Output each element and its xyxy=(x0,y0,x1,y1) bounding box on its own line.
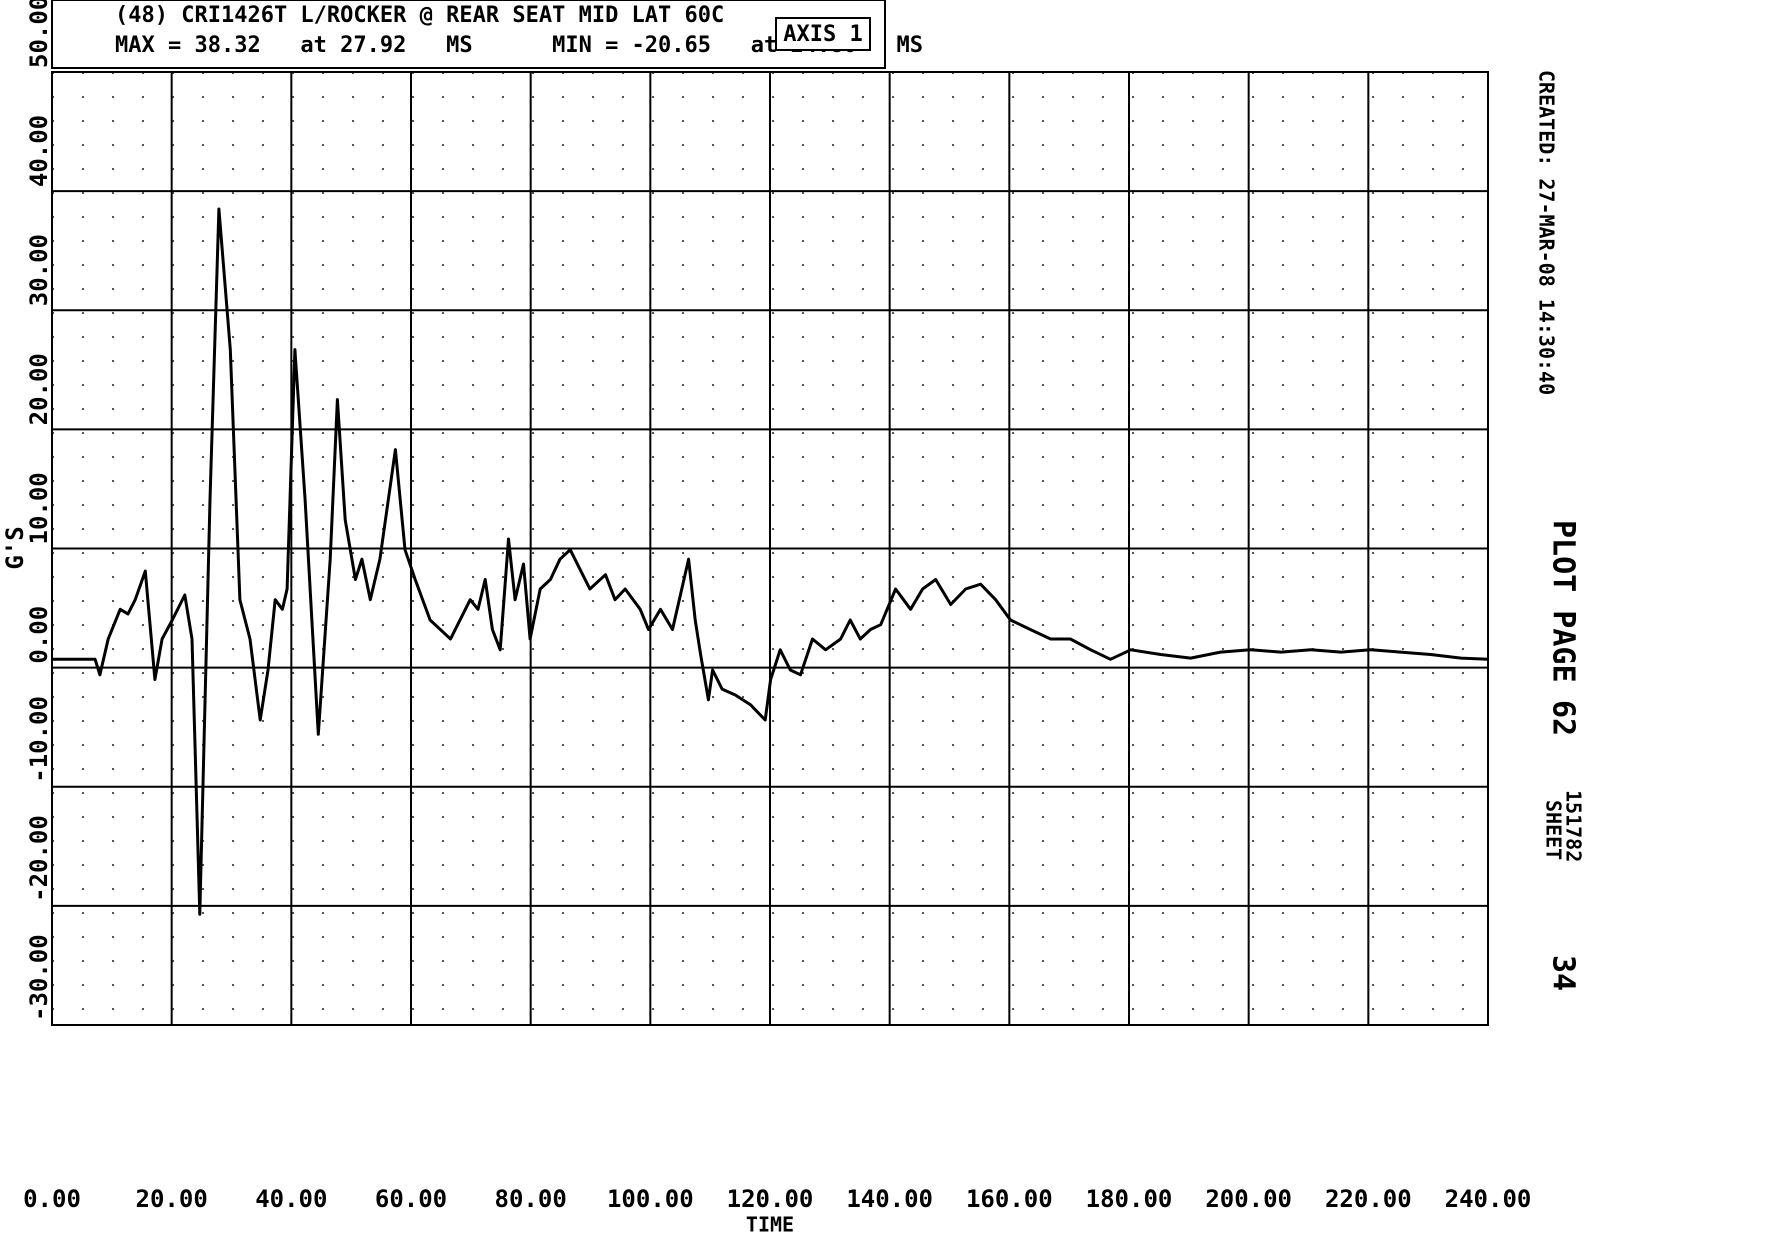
x-tick-label: 60.00 xyxy=(375,1185,447,1213)
x-tick-label: 160.00 xyxy=(966,1185,1053,1213)
page-count: 34 xyxy=(1546,955,1581,991)
x-tick-label: 200.00 xyxy=(1205,1185,1292,1213)
y-tick-label: -30.00 xyxy=(25,934,53,1021)
y-axis-label: G'S xyxy=(1,526,29,569)
axis-box xyxy=(775,17,871,51)
y-tick-label: 20.00 xyxy=(25,353,53,425)
plot-page-number: 62 xyxy=(1546,700,1581,736)
y-tick-label: 50.00 xyxy=(25,0,53,68)
x-tick-label: 120.00 xyxy=(727,1185,814,1213)
plot-frame xyxy=(51,71,1489,1026)
x-tick-label: 220.00 xyxy=(1325,1185,1412,1213)
y-tick-label: 40.00 xyxy=(25,115,53,187)
data-line xyxy=(52,207,1489,916)
created-note: CREATED: 27-MAR-08 14:30:40 xyxy=(1535,70,1559,395)
sheet-label: SHEET xyxy=(1542,800,1566,860)
x-tick-label: 0.00 xyxy=(23,1185,81,1213)
chart-title: (48) CRI1426T L/ROCKER @ REAR SEAT MID L… xyxy=(115,3,724,28)
x-tick-label: 20.00 xyxy=(136,1185,208,1213)
y-tick-label: 10.00 xyxy=(25,472,53,544)
x-tick-label: 180.00 xyxy=(1086,1185,1173,1213)
y-tick-label: 0.00 xyxy=(25,606,53,664)
sheet-number: 151782 xyxy=(1562,790,1586,862)
y-tick-label: -10.00 xyxy=(25,696,53,783)
x-tick-label: 40.00 xyxy=(255,1185,327,1213)
y-tick-label: -20.00 xyxy=(25,815,53,902)
y-tick-label: 30.00 xyxy=(25,234,53,306)
x-tick-label: 140.00 xyxy=(846,1185,933,1213)
x-tick-label: 80.00 xyxy=(495,1185,567,1213)
axis-annotation: AXIS 1 xyxy=(783,22,862,47)
x-tick-label: 100.00 xyxy=(607,1185,694,1213)
x-tick-label: 240.00 xyxy=(1445,1185,1532,1213)
x-axis-label: TIME xyxy=(746,1213,794,1235)
header-box xyxy=(51,0,886,69)
plot-page-label: PLOT PAGE xyxy=(1546,520,1581,683)
